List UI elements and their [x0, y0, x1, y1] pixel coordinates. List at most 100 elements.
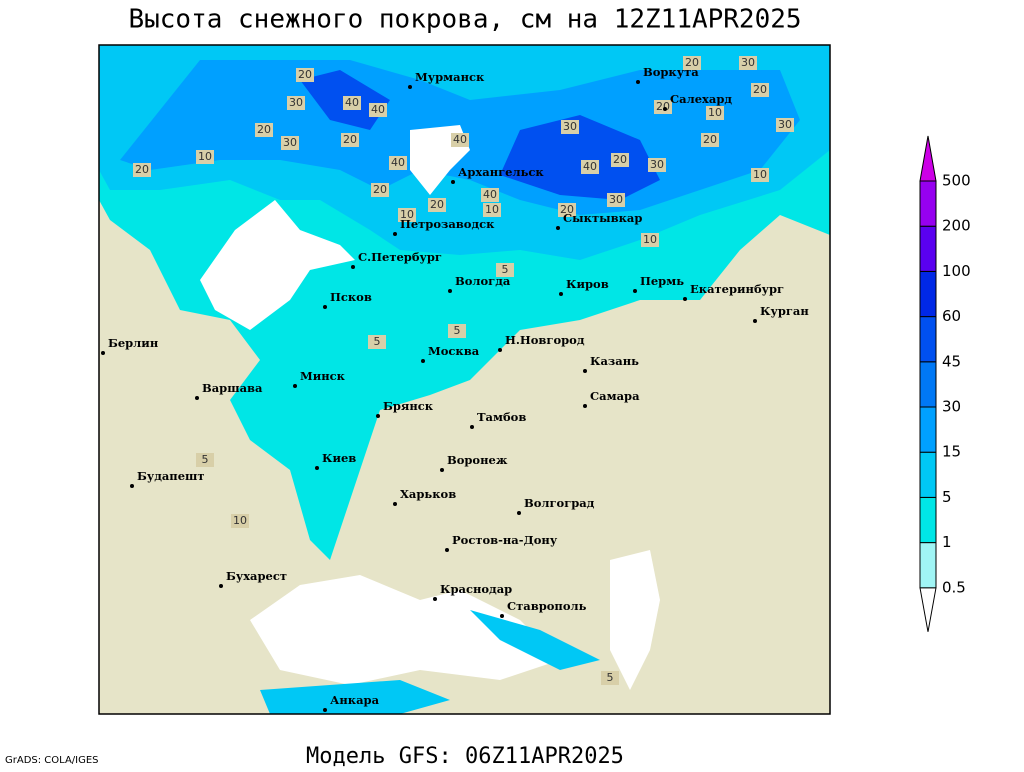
- contour-label-box: [341, 133, 359, 147]
- city-dot: [440, 468, 444, 472]
- city-dot: [636, 80, 640, 84]
- contour-labels: 20 30 40 40 20 30 20 10 20 40 40 20 10 20 10 40 40 20 30 30…: [133, 56, 794, 685]
- city-label: Тамбов: [477, 410, 526, 424]
- contour-label: 5: [374, 335, 381, 348]
- contour-label: 20: [430, 198, 444, 211]
- city-dot: [633, 289, 637, 293]
- city-label: С.Петербург: [358, 250, 442, 264]
- city-dot: [195, 396, 199, 400]
- city-dot: [315, 466, 319, 470]
- contour-label: 20: [560, 203, 574, 216]
- colorbar-label: 100: [942, 262, 971, 280]
- city-dot: [583, 404, 587, 408]
- map: [98, 44, 831, 715]
- colorbar-label: 45: [942, 352, 961, 370]
- contour-label: 40: [391, 156, 405, 169]
- city-dot: [556, 226, 560, 230]
- credit: GrADS: COLA/IGES: [5, 755, 99, 766]
- contour-label-box: [558, 203, 576, 217]
- city-label: Берлин: [108, 336, 159, 350]
- contour-label: 10: [753, 168, 767, 181]
- contour-label-box: [281, 136, 299, 150]
- city-dot: [219, 584, 223, 588]
- contour-label-box: [648, 158, 666, 172]
- contour-label: 10: [233, 514, 247, 527]
- contour-label: 30: [289, 96, 303, 109]
- contour-label: 10: [198, 150, 212, 163]
- colorbar-label: 1: [942, 533, 952, 551]
- city-dot: [433, 597, 437, 601]
- contour-label: 40: [453, 133, 467, 146]
- contour-label: 30: [563, 120, 577, 133]
- contour-label: 30: [778, 118, 792, 131]
- colorbar-segment: [919, 496, 937, 544]
- contour-label-box: [398, 208, 416, 222]
- contour-label-box: [706, 106, 724, 120]
- contour-label-box: [483, 203, 501, 217]
- city-label: Москва: [428, 344, 480, 358]
- colorbar-label: 60: [942, 307, 961, 325]
- colorbar-label: 5: [942, 488, 952, 506]
- city-label: Бухарест: [226, 569, 287, 583]
- colorbar-segment: [919, 225, 937, 272]
- cities: Мурманск Воркута Салехард Архангельск Петроз…: [101, 65, 809, 712]
- map-frame: [98, 44, 831, 715]
- contour-label-box: [601, 671, 619, 685]
- contour-label-box: [287, 96, 305, 110]
- snow-caucasus-turkey: [260, 610, 600, 714]
- colorbar-segment: [919, 316, 937, 363]
- contour-label-box: [481, 188, 499, 202]
- contour-label: 20: [685, 56, 699, 69]
- city-label: Архангельск: [458, 165, 544, 179]
- city-label: Сыктывкар: [563, 211, 642, 225]
- city-dot: [130, 484, 134, 488]
- contour-label: 10: [643, 233, 657, 246]
- city-dot: [293, 384, 297, 388]
- colorbar-label: 30: [942, 398, 961, 416]
- contour-label-box: [371, 183, 389, 197]
- city-label: Варшава: [202, 381, 263, 395]
- city-label: Воркута: [643, 65, 699, 79]
- contour-label-box: [776, 118, 794, 132]
- contour-label: 10: [400, 208, 414, 221]
- city-label: Харьков: [400, 487, 456, 501]
- city-label: Н.Новгород: [505, 333, 585, 347]
- title: Высота снежного покрова, см на 12Z11APR2…: [128, 5, 801, 35]
- city-label: Казань: [590, 354, 639, 368]
- contour-label-box: [739, 56, 757, 70]
- city-label: Анкара: [330, 693, 380, 707]
- contour-label: 20: [613, 153, 627, 166]
- colorbar-segment: [919, 180, 937, 227]
- colorbar-bottom: [919, 587, 937, 632]
- contour-label: 20: [373, 183, 387, 196]
- contour-label-box: [448, 324, 466, 338]
- contour-label-box: [683, 56, 701, 70]
- city-label: Петрозаводск: [400, 217, 495, 231]
- contour-label: 40: [371, 103, 385, 116]
- city-label: Воронеж: [447, 453, 508, 467]
- contour-label: 20: [298, 68, 312, 81]
- contour-label-box: [343, 96, 361, 110]
- contour-label: 40: [483, 188, 497, 201]
- city-dot: [498, 348, 502, 352]
- city-dot: [517, 511, 521, 515]
- city-dot: [101, 351, 105, 355]
- contour-label-box: [196, 453, 214, 467]
- contour-label: 10: [485, 203, 499, 216]
- contour-label: 20: [753, 83, 767, 96]
- contour-label-box: [389, 156, 407, 170]
- contour-label-box: [751, 83, 769, 97]
- contour-label-box: [607, 193, 625, 207]
- city-dot: [583, 369, 587, 373]
- contour-label: 5: [202, 453, 209, 466]
- colorbar-label: 200: [942, 217, 971, 235]
- contour-label-box: [196, 150, 214, 164]
- contour-label: 20: [656, 100, 670, 113]
- contour-label-box: [255, 123, 273, 137]
- city-label: Брянск: [383, 399, 434, 413]
- contour-label: 20: [343, 133, 357, 146]
- contour-label-box: [611, 153, 629, 167]
- city-label: Салехард: [670, 92, 732, 106]
